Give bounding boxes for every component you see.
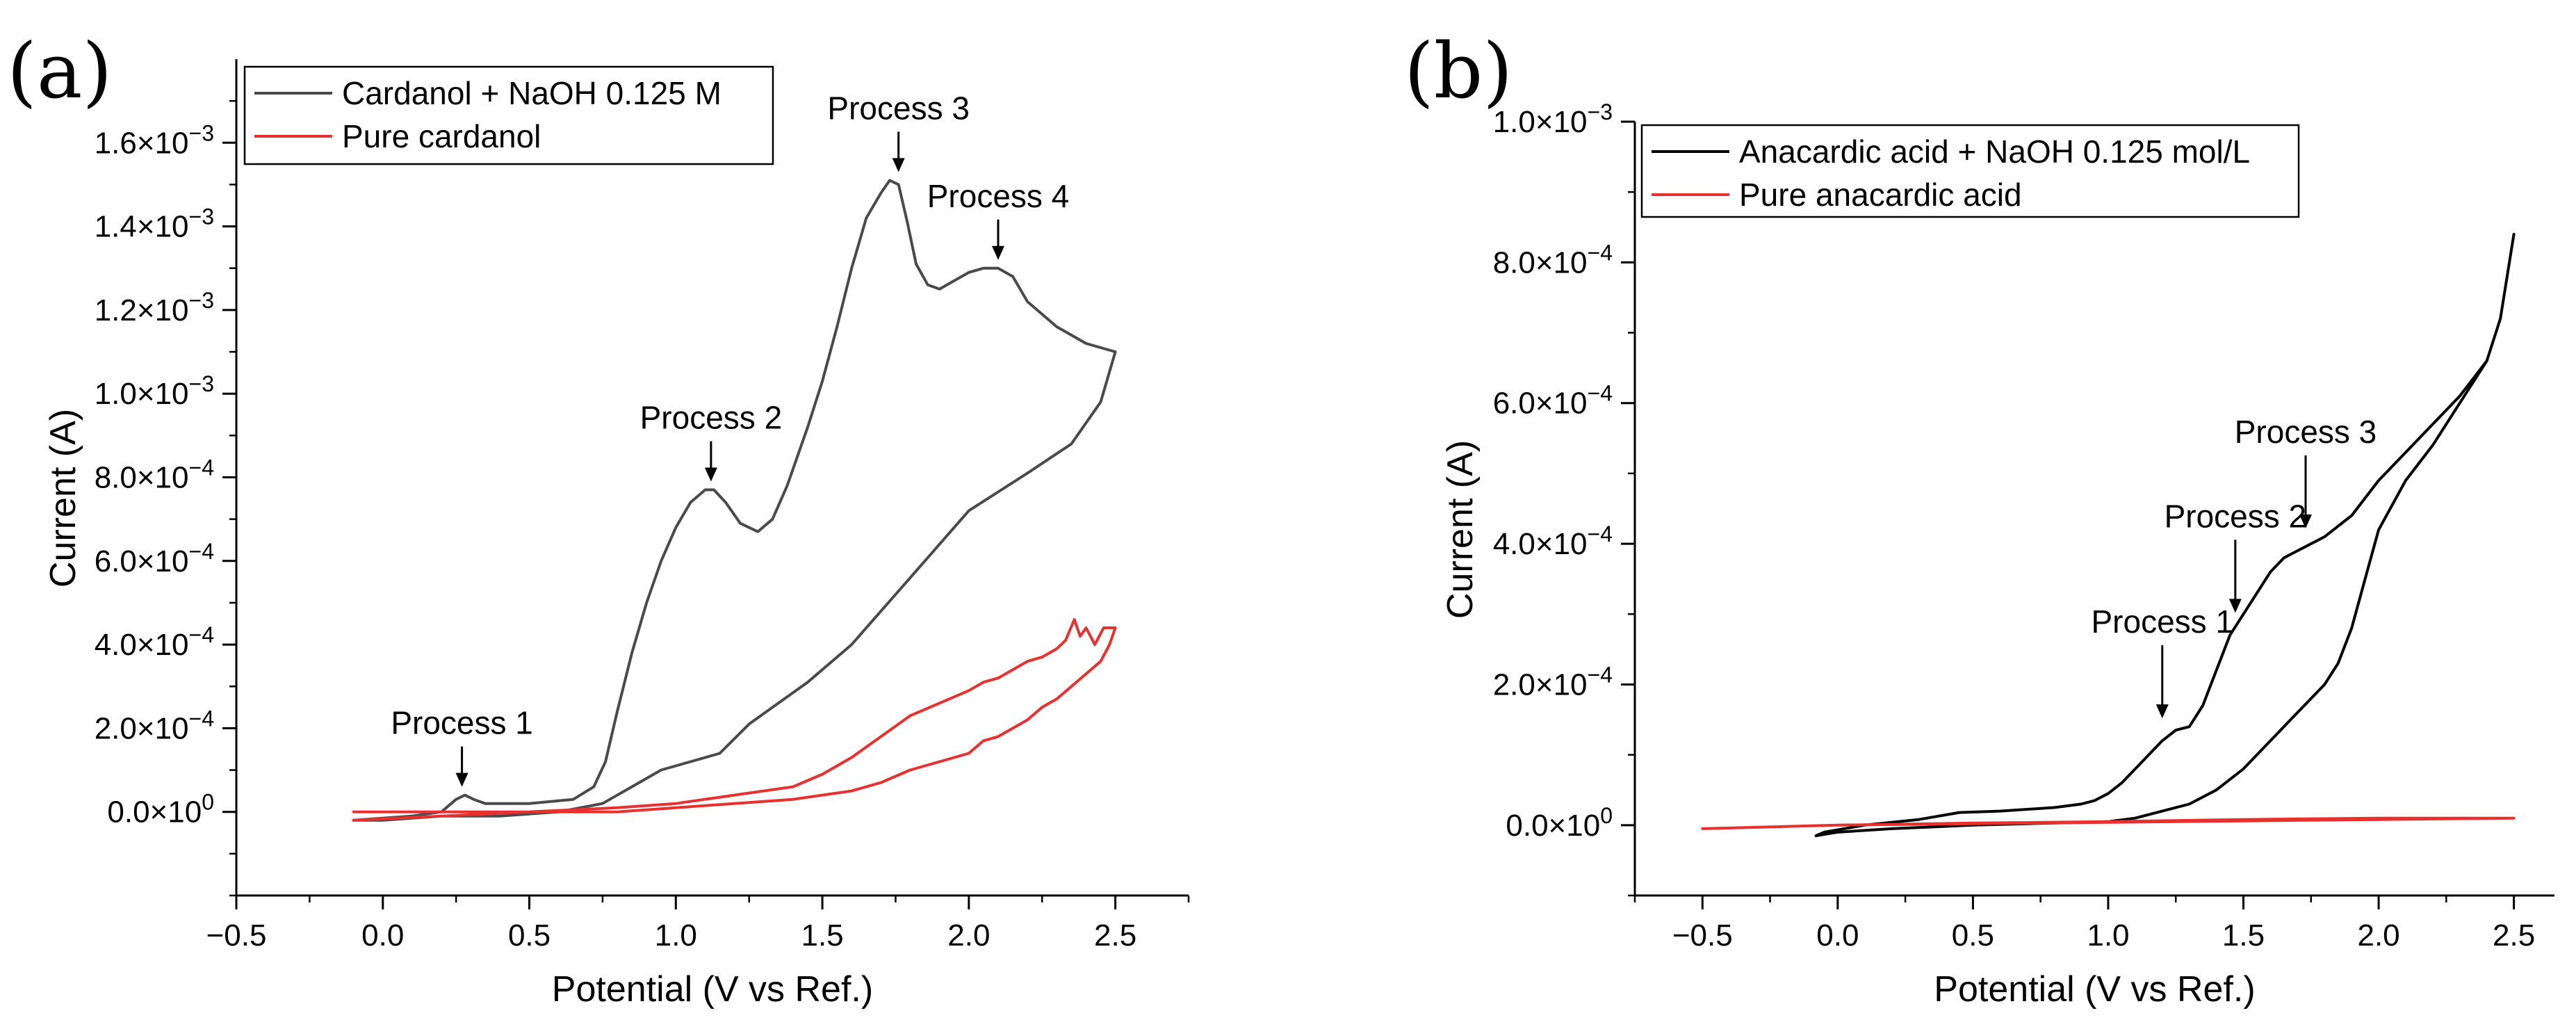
y-tick-label: 1.0×10−3 (95, 371, 214, 411)
x-tick-label: −0.5 (1672, 918, 1733, 953)
x-tick-label: 0.0 (361, 918, 404, 953)
y-tick-label: 1.0×10−3 (1493, 99, 1613, 139)
x-tick-label: 1.0 (2087, 918, 2129, 953)
x-axis-title: Potential (V vs Ref.) (552, 969, 873, 1010)
legend-label-2: Pure anacardic acid (1739, 177, 2022, 213)
x-tick-label: 0.0 (1816, 918, 1859, 953)
y-tick-label: 0.0×100 (107, 790, 214, 829)
x-tick-label: 0.5 (508, 918, 551, 953)
x-tick-label: 1.5 (2222, 918, 2265, 953)
annotation-arrow-head (2299, 514, 2313, 528)
legend-box (243, 65, 774, 165)
annotation-arrow-head (2155, 704, 2169, 719)
annotation-arrow-head (704, 467, 717, 482)
annotation-arrow-head (2228, 599, 2242, 613)
annotation-arrow-head (992, 245, 1004, 260)
y-tick-label: 8.0×10−4 (95, 455, 214, 495)
x-axis-title: Potential (V vs Ref.) (1934, 969, 2255, 1010)
annotation-label: Process 3 (827, 90, 970, 126)
x-tick-label: −0.5 (206, 918, 267, 953)
legend-label-2: Pure cardanol (342, 118, 541, 154)
legend-label-1: Anacardic acid + NaOH 0.125 mol/L (1739, 133, 2250, 170)
x-tick-label: 2.5 (2493, 918, 2535, 953)
y-tick-label: 1.4×10−3 (95, 204, 214, 244)
x-tick-label: 1.0 (655, 918, 697, 953)
y-tick-label: 8.0×10−4 (1493, 240, 1613, 279)
y-tick-label: 4.0×10−4 (1493, 521, 1613, 561)
y-tick-label: 1.6×10−3 (95, 120, 214, 160)
y-tick-label: 2.0×10−4 (1493, 662, 1613, 702)
x-tick-label: 1.5 (801, 918, 843, 953)
y-tick-label: 1.2×10−3 (95, 288, 214, 327)
series-line-1 (1814, 232, 2516, 837)
y-tick-label: 0.0×100 (1506, 803, 1613, 843)
annotation-arrow-head (892, 158, 905, 172)
annotation-label: Process 1 (391, 705, 533, 741)
legend-box (1640, 124, 2300, 218)
y-axis-title: Current (A) (43, 409, 83, 588)
panel-b: (b) −0.5 0.0 0.5 1.0 1.5 2.0 2.5 0.0×100 2.0×10−4… (1404, 26, 2554, 1010)
panel-label: (b) (1404, 26, 1513, 115)
panel-a: (a) −0.5 0.0 0.5 1.0 1.5 2.0 2.5 0.0×100 2.0×10−4… (7, 26, 1190, 1010)
annotation-label: Process 4 (927, 178, 1070, 214)
y-tick-label: 6.0×10−4 (1493, 381, 1613, 421)
series-line-2 (1701, 816, 2516, 830)
y-tick-label: 2.0×10−4 (95, 706, 214, 745)
panel-label: (a) (7, 26, 112, 115)
series-line-1 (352, 179, 1117, 822)
y-tick-label: 4.0×10−4 (95, 622, 214, 662)
legend-label-1: Cardanol + NaOH 0.125 M (342, 75, 722, 111)
annotation-label: Process 2 (2165, 498, 2307, 534)
y-axis-title: Current (A) (1440, 440, 1481, 619)
y-tick-label: 6.0×10−4 (95, 539, 214, 578)
annotation-arrow-head (455, 772, 468, 787)
annotation-label: Process 3 (2235, 414, 2377, 450)
series-line-2 (352, 618, 1117, 822)
x-tick-label: 0.5 (1952, 918, 1994, 953)
x-tick-label: 2.0 (2357, 918, 2399, 953)
x-tick-label: 2.5 (1094, 918, 1136, 953)
annotation-label: Process 1 (2092, 603, 2234, 640)
annotation-label: Process 2 (640, 400, 783, 436)
x-tick-label: 2.0 (947, 918, 990, 953)
